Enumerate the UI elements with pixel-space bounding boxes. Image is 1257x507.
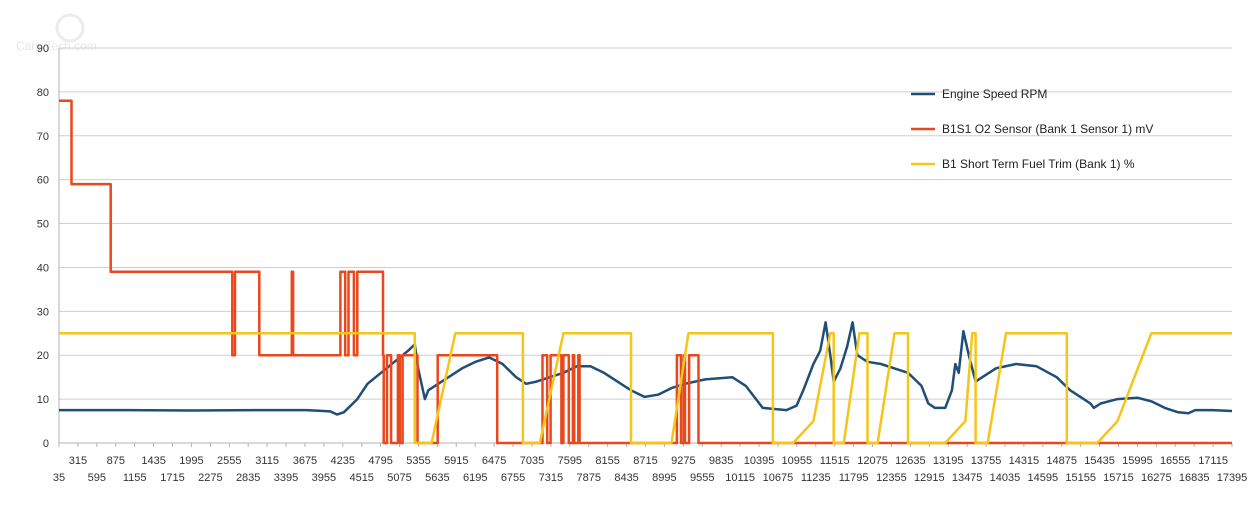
- x-tick-label: 35: [53, 472, 65, 484]
- x-tick-label: 16835: [1179, 472, 1210, 484]
- x-tick-label: 6755: [501, 472, 525, 484]
- x-tick-label: 8995: [652, 472, 676, 484]
- series-line-1: [59, 99, 1232, 445]
- y-tick-label: 30: [37, 306, 49, 318]
- legend: Engine Speed RPM B1S1 O2 Sensor (Bank 1 S…: [911, 87, 1153, 171]
- legend-label: B1S1 O2 Sensor (Bank 1 Sensor 1) mV: [942, 122, 1153, 136]
- x-tick-label: 13755: [971, 455, 1002, 467]
- x-tick-label: 1435: [141, 455, 165, 467]
- y-axis-ticks: 0 10 20 30 40 50 60 70 80 90: [37, 43, 49, 450]
- series-lines: [59, 99, 1233, 445]
- y-tick-label: 60: [37, 175, 49, 187]
- x-tick-label: 8155: [595, 455, 619, 467]
- x-tick-label: 5355: [406, 455, 430, 467]
- x-tick-label: 17395: [1217, 472, 1248, 484]
- x-tick-label: 11795: [839, 472, 869, 484]
- x-tick-label: 3115: [255, 455, 279, 467]
- x-tick-label: 6195: [463, 472, 487, 484]
- x-tick-label: 4795: [368, 455, 392, 467]
- x-tick-label: 12635: [895, 455, 926, 467]
- x-tick-label: 10675: [763, 472, 794, 484]
- x-tick-label: 7875: [576, 472, 600, 484]
- y-tick-label: 0: [43, 438, 49, 450]
- x-tick-label: 1995: [179, 455, 203, 467]
- x-tick-label: 17115: [1198, 455, 1228, 467]
- x-tick-label: 4235: [331, 455, 355, 467]
- x-tick-label: 3675: [293, 455, 317, 467]
- watermark: Cars-Tech.com: [16, 13, 97, 53]
- x-tick-label: 9275: [671, 455, 695, 467]
- x-tick-label: 15155: [1065, 472, 1096, 484]
- y-tick-label: 50: [37, 219, 49, 231]
- x-tick-label: 15715: [1103, 472, 1134, 484]
- x-tick-label: 8435: [614, 472, 638, 484]
- y-tick-label: 10: [37, 394, 49, 406]
- x-tick-label: 10955: [782, 455, 813, 467]
- y-tick-label: 40: [37, 262, 49, 274]
- x-tick-label: 875: [107, 455, 125, 467]
- x-tick-label: 14035: [990, 472, 1021, 484]
- x-tick-label: 12355: [876, 472, 907, 484]
- x-tick-label: 16555: [1160, 455, 1191, 467]
- y-tick-label: 20: [37, 350, 49, 362]
- x-tick-label: 10395: [744, 455, 775, 467]
- x-tick-label: 5635: [425, 472, 449, 484]
- x-tick-label: 14315: [1009, 455, 1040, 467]
- x-tick-label: 12915: [914, 472, 945, 484]
- x-tick-label: 15435: [1084, 455, 1115, 467]
- series-line-2: [59, 332, 1232, 445]
- x-tick-label: 7035: [520, 455, 544, 467]
- x-tick-label: 315: [69, 455, 87, 467]
- x-tick-label: 8715: [633, 455, 657, 467]
- legend-label: B1 Short Term Fuel Trim (Bank 1) %: [942, 157, 1135, 171]
- x-tick-label: 6475: [482, 455, 506, 467]
- x-tick-label: 9555: [690, 472, 714, 484]
- y-tick-label: 70: [37, 131, 49, 143]
- series-line-0: [59, 321, 1233, 416]
- x-tick-label: 4515: [349, 472, 373, 484]
- x-tick-label: 5915: [444, 455, 468, 467]
- x-tick-label: 16275: [1141, 472, 1172, 484]
- x-tick-label: 5075: [387, 472, 411, 484]
- x-tick-label: 11515: [820, 455, 850, 467]
- x-tick-label: 14875: [1046, 455, 1077, 467]
- x-tick-label: 2555: [217, 455, 241, 467]
- x-tick-label: 11235: [801, 472, 831, 484]
- x-axis-ticks: 35 595 1155 1715 2275 2835 3395 3955 4515 5075 563…: [53, 443, 1247, 484]
- x-tick-label: 12075: [857, 455, 888, 467]
- x-tick-label: 2275: [198, 472, 222, 484]
- legend-label: Engine Speed RPM: [942, 87, 1047, 101]
- y-tick-label: 90: [37, 43, 49, 55]
- x-tick-label: 7595: [558, 455, 582, 467]
- axes: [58, 48, 1232, 444]
- x-tick-label: 10115: [725, 472, 755, 484]
- x-tick-label: 14595: [1028, 472, 1059, 484]
- x-tick-label: 7315: [539, 472, 563, 484]
- x-tick-label: 13195: [933, 455, 964, 467]
- x-tick-label: 595: [88, 472, 106, 484]
- y-tick-label: 80: [37, 87, 49, 99]
- x-tick-label: 1155: [123, 472, 147, 484]
- gridlines: [59, 47, 1232, 444]
- x-tick-label: 13475: [952, 472, 983, 484]
- x-tick-label: 3395: [274, 472, 298, 484]
- x-tick-label: 2835: [236, 472, 260, 484]
- watermark-text: Cars-Tech.com: [16, 39, 97, 53]
- x-tick-label: 15995: [1122, 455, 1153, 467]
- x-tick-label: 9835: [709, 455, 733, 467]
- x-tick-label: 3955: [312, 472, 336, 484]
- x-tick-label: 1715: [160, 472, 184, 484]
